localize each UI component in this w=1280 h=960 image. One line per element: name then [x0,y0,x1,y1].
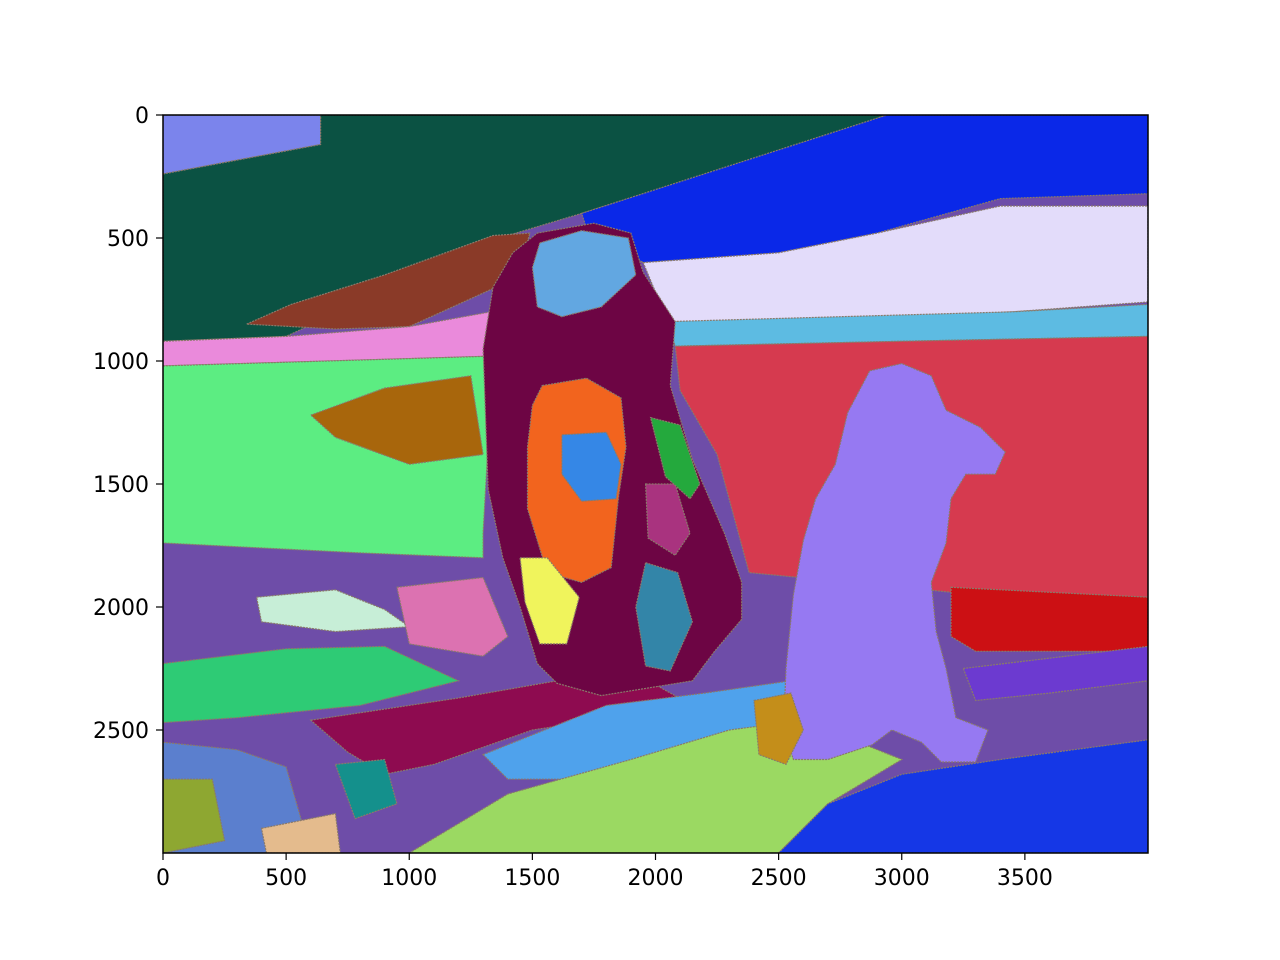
x-tick-label: 3500 [997,866,1053,891]
region-mint-band [163,645,461,724]
y-tick-label: 2000 [93,596,149,621]
region-blue-sky-right [580,115,1148,264]
x-tick-label: 0 [156,866,170,891]
region-dog-left-face [531,229,637,318]
region-dog-right-body [782,362,1006,763]
x-tick-label: 1000 [381,866,437,891]
segment-regions [163,115,1148,853]
x-tick-label: 2000 [628,866,684,891]
region-teal-patch [334,758,398,820]
region-ochre-patch [309,375,484,465]
y-tick-label: 1500 [93,473,149,498]
x-tick-label: 500 [265,866,307,891]
region-olive-corner [163,778,226,853]
region-tan-corner [260,812,341,853]
region-lavender-water [642,205,1148,325]
plot-area [163,115,1148,853]
x-tick-label: 3000 [874,866,930,891]
region-dog-left-blue-fur [561,431,622,502]
region-dog-right-gold-shadow [753,692,804,766]
region-crimson-patch [950,586,1148,652]
y-tick-label: 500 [107,227,149,252]
region-blue-ground-right [777,739,1148,853]
region-dog-left-steel [635,561,694,672]
region-dog-left-purple-patch [644,483,691,557]
y-tick-label: 1000 [93,350,149,375]
region-dog-left-yellow [519,557,580,645]
x-tick-label: 2500 [751,866,807,891]
x-tick-label: 1500 [504,866,560,891]
y-tick-label: 2500 [93,719,149,744]
region-dog-left-green-streak [649,416,701,500]
region-brown-band [246,232,531,330]
x-axis: 0 500 1000 1500 2000 2500 3000 3500 [156,853,1053,891]
region-pink-strip [163,306,519,367]
region-rose-patch [396,576,509,657]
y-tick-label: 0 [135,104,149,129]
region-dark-green-hill [163,115,888,342]
y-axis: 0 500 1000 1500 2000 2500 [93,104,163,744]
region-violet-band-right [962,645,1148,702]
